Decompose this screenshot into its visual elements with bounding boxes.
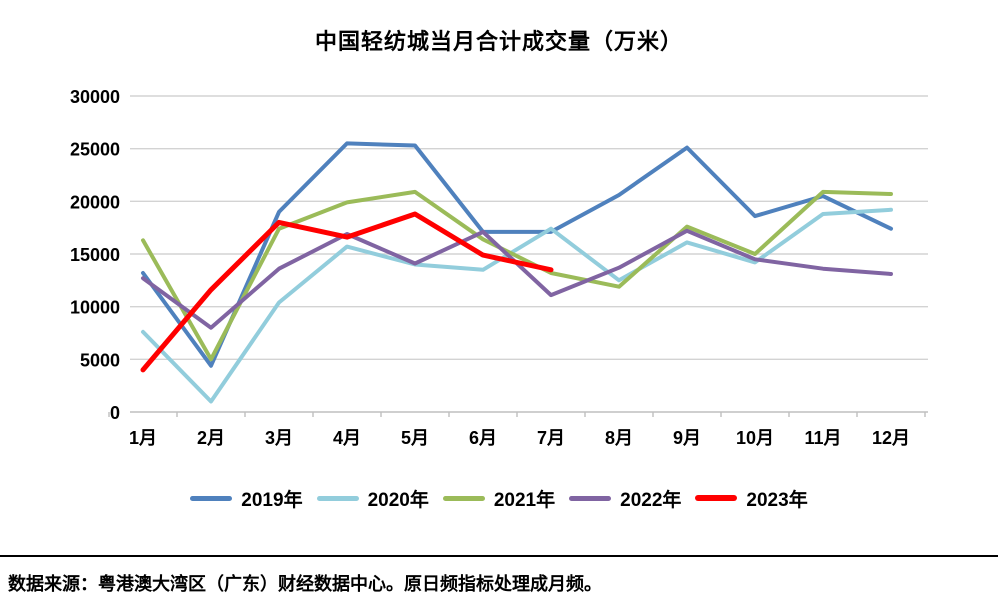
y-axis-label: 10000	[70, 298, 120, 318]
series-line-2019年	[141, 141, 893, 368]
legend-swatch-icon	[316, 495, 359, 501]
legend-item-2022年: 2022年	[569, 485, 681, 512]
x-axis-label: 7月	[537, 428, 565, 448]
x-axis-label: 1月	[129, 428, 157, 448]
legend-label: 2020年	[367, 489, 429, 511]
chart-title: 中国轻纺城当月合计成交量（万米）	[314, 29, 683, 54]
x-axis-label: 6月	[469, 428, 497, 448]
y-axis-label: 0	[110, 403, 120, 423]
legend-swatch-icon	[695, 495, 738, 501]
x-axis-label: 10月	[736, 428, 774, 448]
x-axis-label: 11月	[804, 428, 841, 448]
legend-item-2021年: 2021年	[442, 485, 556, 512]
x-axis-label: 2月	[197, 428, 225, 448]
y-axis-label: 25000	[70, 140, 120, 160]
y-axis-label: 30000	[70, 87, 120, 107]
legend-label: 2019年	[241, 489, 303, 511]
series-line-2023年	[140, 211, 554, 373]
legend-item-2019年: 2019年	[190, 485, 303, 512]
x-axis-label: 8月	[605, 428, 633, 448]
x-axis-label: 9月	[673, 428, 701, 448]
y-axis-label: 15000	[70, 245, 120, 265]
legend-swatch-icon	[190, 495, 233, 501]
series-line-2020年	[141, 207, 893, 404]
y-axis-label: 20000	[70, 192, 120, 212]
line-chart: 0 5000 10000 15000 20000 25000 30000 1月 2月 3月 4月 5月…	[70, 87, 928, 448]
legend-item-2023年: 2023年	[695, 485, 808, 512]
legend-label: 2023年	[746, 489, 808, 511]
series-line-2021年	[141, 189, 893, 362]
legend-swatch-icon	[442, 495, 485, 501]
legend-swatch-icon	[569, 495, 612, 501]
x-axis-label: 12月	[872, 428, 910, 448]
legend-label: 2021年	[493, 489, 556, 511]
y-axis-label: 5000	[80, 350, 120, 370]
legend-label: 2022年	[620, 489, 682, 511]
x-axis-label: 3月	[265, 428, 293, 448]
x-axis-label: 5月	[401, 428, 429, 448]
legend: 2019年 2020年 2021年 2022年 2023年	[0, 480, 998, 516]
x-axis-label: 4月	[333, 428, 361, 448]
source-note: 数据来源：粤港澳大湾区（广东）财经数据中心。原日频指标处理成月频。	[8, 574, 602, 594]
footer-divider	[0, 555, 998, 557]
legend-item-2020年: 2020年	[316, 485, 429, 512]
